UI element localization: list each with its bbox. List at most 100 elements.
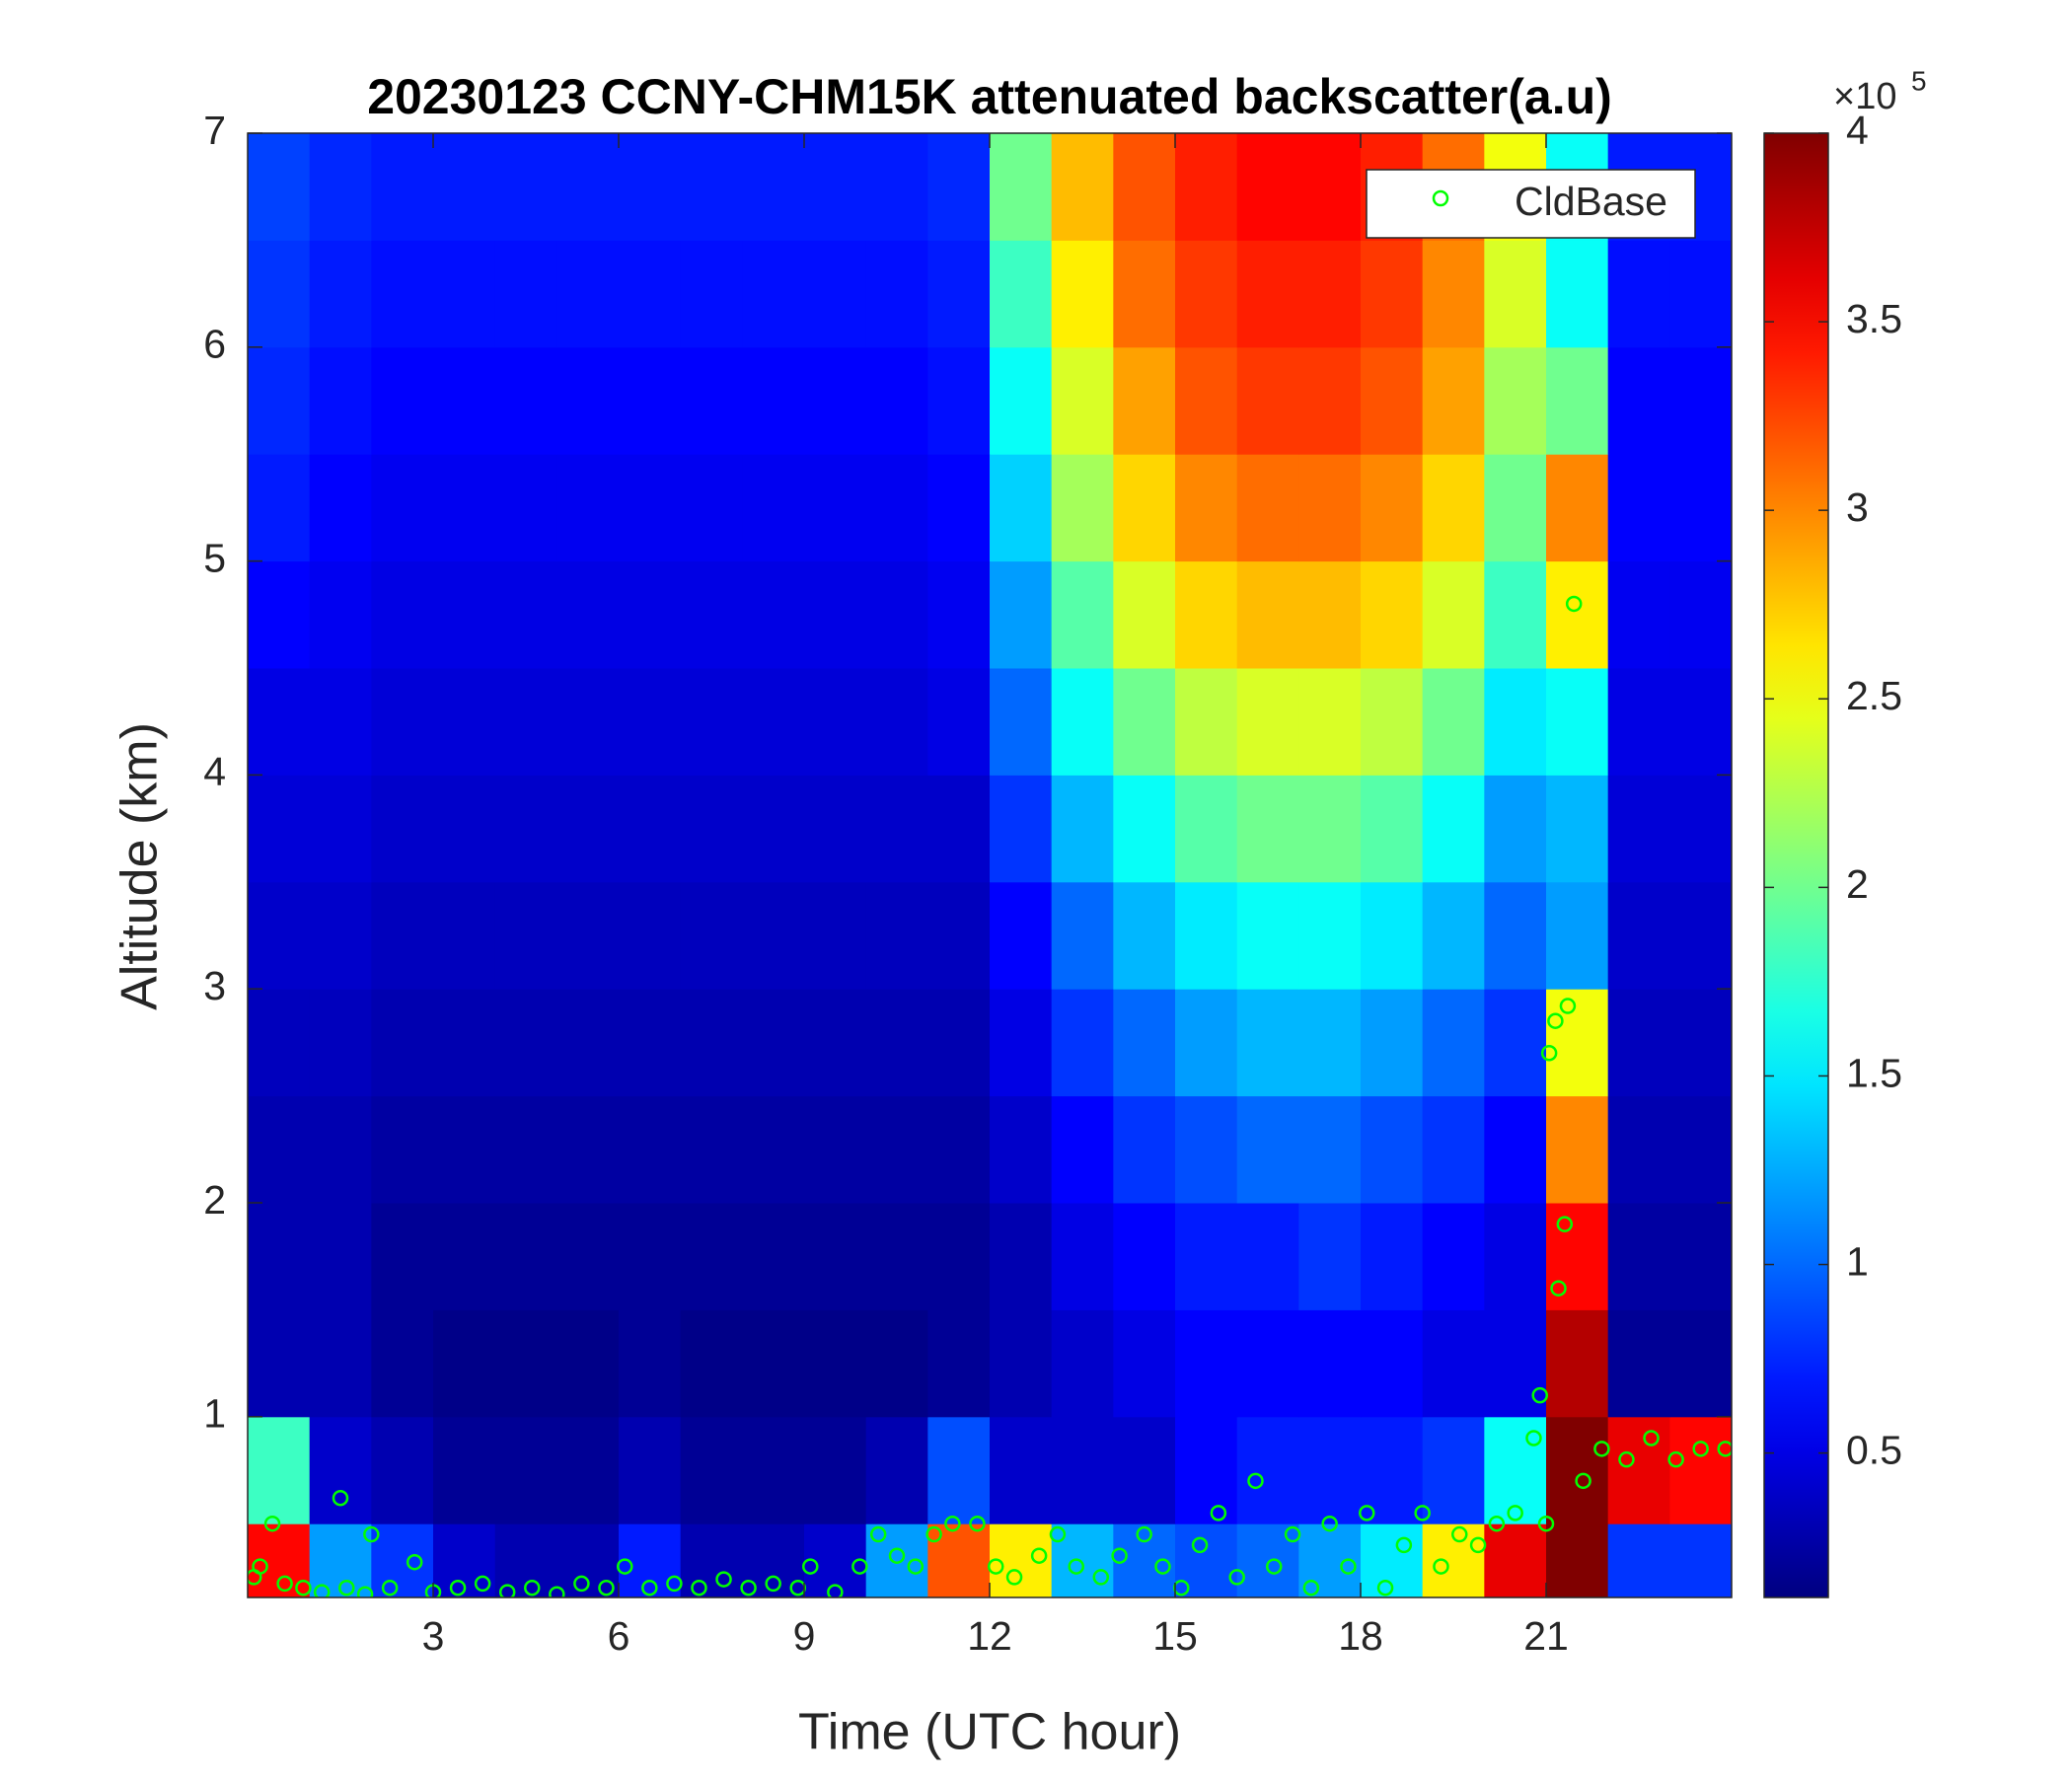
- heat-cell: [371, 1203, 434, 1310]
- heat-cell: [1113, 133, 1176, 241]
- colorbar-tick-label: 0.5: [1846, 1427, 1902, 1472]
- heat-cell: [619, 775, 682, 883]
- y-tick-label: 1: [203, 1391, 226, 1437]
- heat-cell: [248, 1309, 311, 1418]
- heat-cell: [742, 560, 805, 669]
- y-tick-label: 7: [203, 108, 226, 153]
- heat-cell: [1236, 668, 1299, 776]
- heat-cell: [1236, 1095, 1299, 1204]
- heat-cell: [1298, 881, 1362, 990]
- heat-cell: [804, 668, 867, 776]
- cloud-base-point: [524, 1579, 541, 1596]
- heat-cell: [619, 560, 682, 669]
- heat-cell: [1113, 560, 1176, 669]
- heat-cell: [1236, 133, 1299, 241]
- cloud-base-point: [356, 1586, 374, 1597]
- heat-cell: [619, 454, 682, 562]
- heat-cell: [1175, 240, 1238, 348]
- cloud-base-point: [1228, 1569, 1245, 1586]
- heat-cell: [804, 454, 867, 562]
- heat-cell: [1546, 1309, 1609, 1418]
- heat-cell: [433, 560, 496, 669]
- heat-cell: [1236, 560, 1299, 669]
- heat-cell: [371, 1416, 434, 1524]
- cloud-base-point: [1266, 1558, 1283, 1575]
- heat-cell: [1361, 775, 1424, 883]
- heat-cell: [309, 989, 372, 1097]
- heat-cell: [309, 668, 372, 776]
- heat-cell: [1484, 454, 1547, 562]
- heat-cell: [433, 133, 496, 241]
- heat-cell: [1298, 1203, 1362, 1310]
- heat-cell: [494, 240, 557, 348]
- heat-cell: [1175, 1309, 1238, 1418]
- heat-cell: [1361, 1309, 1424, 1418]
- heat-cell: [1546, 668, 1609, 776]
- legend-marker: [1432, 189, 1449, 207]
- heat-cell: [742, 1416, 805, 1524]
- y-tick-label: 3: [203, 963, 226, 1008]
- cloud-base-point: [869, 1525, 887, 1543]
- heat-cell: [927, 560, 991, 669]
- cloud-base-point: [1395, 1536, 1413, 1554]
- cloud-base-point: [363, 1525, 380, 1543]
- cloud-base-point: [1575, 1472, 1591, 1490]
- colorbar: [1763, 132, 1829, 1598]
- heat-cell: [248, 989, 311, 1097]
- heat-cell: [619, 133, 682, 241]
- heat-cell: [494, 1203, 557, 1310]
- cloud-base-point: [1359, 1505, 1375, 1521]
- heat-cell: [371, 1523, 434, 1597]
- heat-cell: [309, 1416, 372, 1524]
- heat-cell: [619, 1203, 682, 1310]
- heat-cell: [1484, 881, 1547, 990]
- heat-cell: [248, 881, 311, 990]
- heat-cell: [371, 560, 434, 669]
- heat-cell: [1175, 1416, 1238, 1524]
- cloud-base-point: [295, 1579, 312, 1596]
- heat-cell: [1546, 560, 1609, 669]
- colorbar-exponent: 5: [1911, 65, 1927, 96]
- heat-cell: [865, 881, 928, 990]
- cloud-base-point: [1049, 1525, 1067, 1543]
- heat-cell: [927, 133, 991, 241]
- heat-cell: [1113, 346, 1176, 455]
- heat-cell: [1546, 1095, 1609, 1204]
- heat-cell: [1175, 1523, 1238, 1597]
- heat-cell: [309, 133, 372, 241]
- colorbar-multiplier: ×10: [1833, 76, 1896, 117]
- heat-cell: [1361, 1203, 1424, 1310]
- heat-cell: [433, 1095, 496, 1204]
- heat-cell: [865, 989, 928, 1097]
- heat-cell: [865, 1203, 928, 1310]
- cloud-base-point: [641, 1579, 658, 1596]
- heat-cell: [927, 1523, 991, 1597]
- heat-cell: [804, 881, 867, 990]
- heat-cell: [1546, 1203, 1609, 1310]
- heat-cell: [927, 989, 991, 1097]
- heat-cell: [742, 454, 805, 562]
- heat-cell: [309, 240, 372, 348]
- heat-cell: [1607, 1523, 1670, 1597]
- heat-cell: [1236, 346, 1299, 455]
- heat-cell: [804, 346, 867, 455]
- cloud-base-point: [1414, 1505, 1431, 1521]
- cloud-base-point: [827, 1584, 844, 1597]
- heat-cell: [804, 989, 867, 1097]
- heat-cell: [1298, 560, 1362, 669]
- heat-cell: [1607, 989, 1670, 1097]
- heat-cell: [309, 560, 372, 669]
- heat-cell: [1051, 1095, 1114, 1204]
- heat-cell: [742, 346, 805, 455]
- cloud-base-point: [549, 1586, 565, 1597]
- heat-cell: [1546, 240, 1609, 348]
- heat-cell: [990, 1309, 1053, 1418]
- cloud-base-point: [474, 1575, 491, 1593]
- heat-cell: [1361, 560, 1424, 669]
- heat-cell: [371, 1309, 434, 1418]
- heat-cell: [556, 1095, 620, 1204]
- cloud-base-point: [1111, 1547, 1128, 1564]
- heat-cell: [1669, 1416, 1732, 1524]
- cloud-base-point: [263, 1515, 281, 1532]
